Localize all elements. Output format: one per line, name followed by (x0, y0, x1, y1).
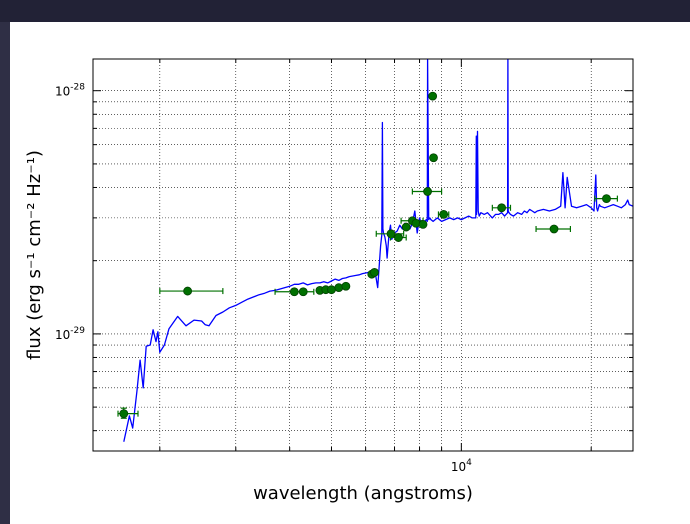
data-point (183, 286, 193, 296)
data-point (119, 409, 129, 419)
data-point (394, 233, 403, 242)
data-point (549, 224, 559, 234)
data-point (439, 210, 449, 219)
window-left-edge (0, 22, 10, 524)
photometry-points (117, 91, 618, 419)
plot-frame (92, 58, 634, 452)
data-point (423, 187, 432, 196)
data-point (334, 283, 344, 293)
data-point (327, 285, 336, 295)
data-point (429, 153, 438, 163)
data-point (602, 194, 611, 204)
grid-lines (93, 59, 633, 451)
window-topbar (0, 0, 690, 22)
y-tick-label: 10-28 (55, 83, 85, 99)
y-tick-label: 10-29 (55, 326, 85, 342)
data-point (428, 91, 438, 101)
x-axis-label: wavelength (angstroms) (253, 483, 473, 504)
data-point (341, 281, 351, 291)
data-point (497, 203, 507, 213)
data-point (298, 287, 308, 297)
figure-panel: 104 10-28 10-29 wavelength (angstroms) flu… (10, 22, 690, 524)
data-point (401, 222, 411, 232)
sed-chart: 104 10-28 10-29 wavelength (angstroms) flu… (24, 58, 634, 504)
axis-ticks (93, 59, 633, 451)
data-point (418, 219, 428, 229)
data-point (289, 287, 299, 297)
data-point (370, 268, 379, 277)
x-tick-label: 104 (451, 458, 472, 474)
y-axis-label: flux (erg s⁻¹ cm⁻² Hz⁻¹) (24, 150, 45, 360)
